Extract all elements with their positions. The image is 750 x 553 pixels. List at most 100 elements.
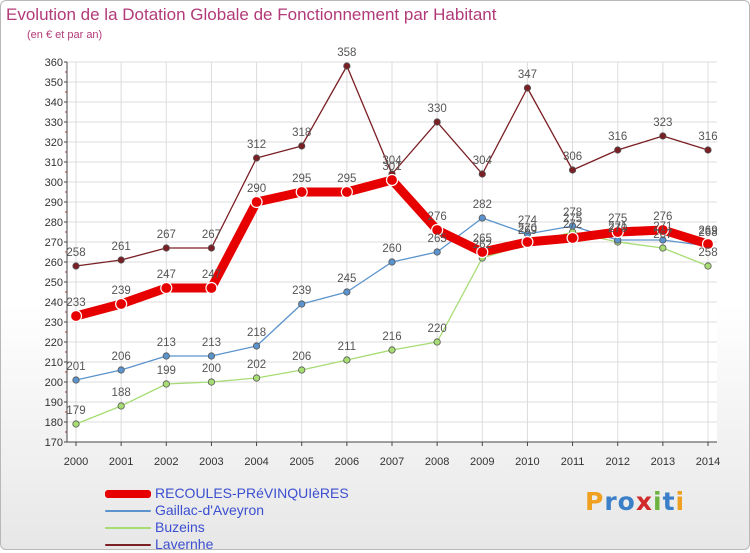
y-tick-label: 240 xyxy=(45,297,63,309)
data-point xyxy=(343,356,351,364)
legend-label: Buzeins xyxy=(155,519,205,535)
data-point xyxy=(298,142,306,150)
data-label: 347 xyxy=(518,69,537,81)
x-tick-label: 2010 xyxy=(515,456,539,468)
data-point xyxy=(704,262,712,270)
legend-label: Gaillac-d'Aveyron xyxy=(155,502,265,518)
data-point xyxy=(72,376,80,384)
data-point xyxy=(207,352,216,360)
data-point xyxy=(298,300,306,308)
x-tick-label: 2012 xyxy=(605,456,629,468)
data-point xyxy=(340,185,353,199)
y-tick-label: 280 xyxy=(45,217,63,229)
data-label: 330 xyxy=(428,103,447,115)
data-label: 267 xyxy=(157,229,176,241)
y-tick-label: 230 xyxy=(45,317,63,329)
data-label: 213 xyxy=(157,337,176,349)
data-point xyxy=(252,154,261,162)
data-label: 270 xyxy=(518,223,537,235)
data-label: 290 xyxy=(247,183,266,195)
data-label: 260 xyxy=(382,243,401,255)
data-label: 188 xyxy=(112,387,131,399)
legend-swatch xyxy=(105,527,151,529)
data-label: 267 xyxy=(653,229,672,241)
data-point xyxy=(72,262,80,270)
data-label: 318 xyxy=(292,127,311,139)
legend-swatch xyxy=(105,490,151,498)
data-point xyxy=(162,352,170,360)
data-point xyxy=(433,248,441,256)
data-label: 206 xyxy=(292,351,311,363)
data-point xyxy=(162,380,170,388)
chart-title: Evolution de la Dotation Globale de Fonc… xyxy=(6,5,497,24)
data-point xyxy=(295,185,308,199)
data-point xyxy=(478,214,486,222)
x-tick-label: 2009 xyxy=(470,456,494,468)
data-label: 267 xyxy=(202,229,221,241)
y-tick-label: 210 xyxy=(45,357,63,369)
data-point xyxy=(117,256,125,264)
data-label: 201 xyxy=(66,361,85,373)
data-label: 216 xyxy=(382,331,401,343)
data-point xyxy=(207,244,216,252)
x-tick-label: 2007 xyxy=(380,456,404,468)
data-label: 247 xyxy=(202,269,221,281)
data-label: 268 xyxy=(698,227,717,239)
data-point xyxy=(117,402,125,410)
data-point xyxy=(343,62,351,70)
data-point xyxy=(476,245,489,259)
legend-label: RECOULES-PRéVINQUIèRES xyxy=(155,485,349,501)
x-tick-label: 2006 xyxy=(335,456,359,468)
data-point xyxy=(250,195,263,209)
data-label: 220 xyxy=(428,323,447,335)
data-point xyxy=(343,288,351,296)
x-tick-label: 2000 xyxy=(64,456,88,468)
data-point xyxy=(478,170,486,178)
data-label: 275 xyxy=(608,213,627,225)
data-point xyxy=(252,374,261,382)
x-tick-label: 2003 xyxy=(199,456,223,468)
data-label: 295 xyxy=(292,173,311,185)
data-label: 202 xyxy=(247,359,266,371)
y-tick-label: 190 xyxy=(45,397,63,409)
data-label: 269 xyxy=(698,225,717,237)
data-label: 295 xyxy=(337,173,356,185)
x-tick-label: 2008 xyxy=(425,456,449,468)
data-point xyxy=(162,244,170,252)
data-point xyxy=(207,378,216,386)
data-label: 200 xyxy=(202,363,221,375)
data-point xyxy=(72,420,80,428)
data-label: 358 xyxy=(337,47,356,59)
data-label: 239 xyxy=(292,285,311,297)
data-label: 304 xyxy=(382,155,402,167)
data-point xyxy=(433,118,441,126)
data-point xyxy=(115,297,128,311)
data-label: 265 xyxy=(473,233,492,245)
data-label: 323 xyxy=(653,117,672,129)
y-tick-label: 300 xyxy=(45,177,63,189)
data-label: 276 xyxy=(428,211,447,223)
x-tick-label: 2002 xyxy=(154,456,178,468)
y-tick-label: 320 xyxy=(45,137,63,149)
data-point xyxy=(431,223,444,237)
data-label: 261 xyxy=(112,241,131,253)
data-label: 206 xyxy=(112,351,131,363)
y-tick-label: 350 xyxy=(45,77,63,89)
data-point xyxy=(659,236,667,244)
data-point xyxy=(69,309,83,323)
x-tick-label: 2005 xyxy=(289,456,313,468)
data-point xyxy=(611,225,624,239)
data-point xyxy=(433,338,441,346)
data-label: 275 xyxy=(563,213,582,225)
data-point xyxy=(205,281,218,295)
data-label: 258 xyxy=(66,247,85,259)
data-point xyxy=(385,173,399,187)
data-point xyxy=(568,166,577,174)
data-label: 271 xyxy=(653,221,672,233)
data-point xyxy=(614,146,622,154)
data-label: 269 xyxy=(518,225,537,237)
data-point xyxy=(252,342,261,350)
chart-subtitle: (en € et par an) xyxy=(27,29,103,41)
data-label: 233 xyxy=(66,297,85,309)
